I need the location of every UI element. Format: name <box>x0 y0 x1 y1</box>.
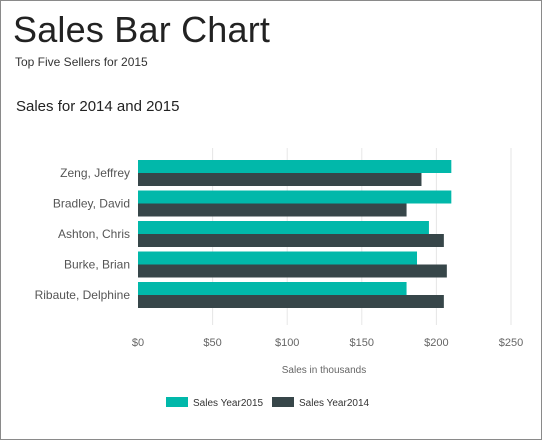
legend-label: Sales Year2015 <box>193 398 264 409</box>
bar-2015[interactable] <box>138 190 452 204</box>
bar-2015[interactable] <box>138 251 418 265</box>
x-axis-title: Sales in thousands <box>282 365 367 376</box>
bar-2014[interactable] <box>138 295 444 308</box>
x-tick-label: $250 <box>499 337 523 349</box>
category-label: Zeng, Jeffrey <box>60 166 130 180</box>
x-tick-label: $100 <box>275 337 299 349</box>
x-tick-label: $150 <box>350 337 374 349</box>
report-title: Sales Bar Chart <box>13 9 271 50</box>
category-label: Burke, Brian <box>64 258 130 272</box>
report-subtitle: Top Five Sellers for 2015 <box>15 55 148 69</box>
category-label: Ashton, Chris <box>58 227 130 241</box>
bar-2014[interactable] <box>138 234 444 247</box>
chart-title: Sales for 2014 and 2015 <box>16 98 180 115</box>
category-label: Bradley, David <box>53 197 130 211</box>
bar-2015[interactable] <box>138 160 452 173</box>
bar-2015[interactable] <box>138 282 407 295</box>
x-tick-label: $200 <box>424 337 448 349</box>
category-label: Ribaute, Delphine <box>35 288 131 302</box>
x-tick-label: $50 <box>203 337 221 349</box>
x-tick-label: $0 <box>132 337 144 349</box>
legend-swatch-2015 <box>166 397 188 407</box>
legend-label: Sales Year2014 <box>299 398 370 409</box>
legend-swatch-2014 <box>272 397 294 407</box>
bar-2014[interactable] <box>138 264 447 278</box>
bar-2014[interactable] <box>138 173 422 186</box>
bar-2015[interactable] <box>138 221 429 234</box>
bar-2014[interactable] <box>138 203 407 217</box>
